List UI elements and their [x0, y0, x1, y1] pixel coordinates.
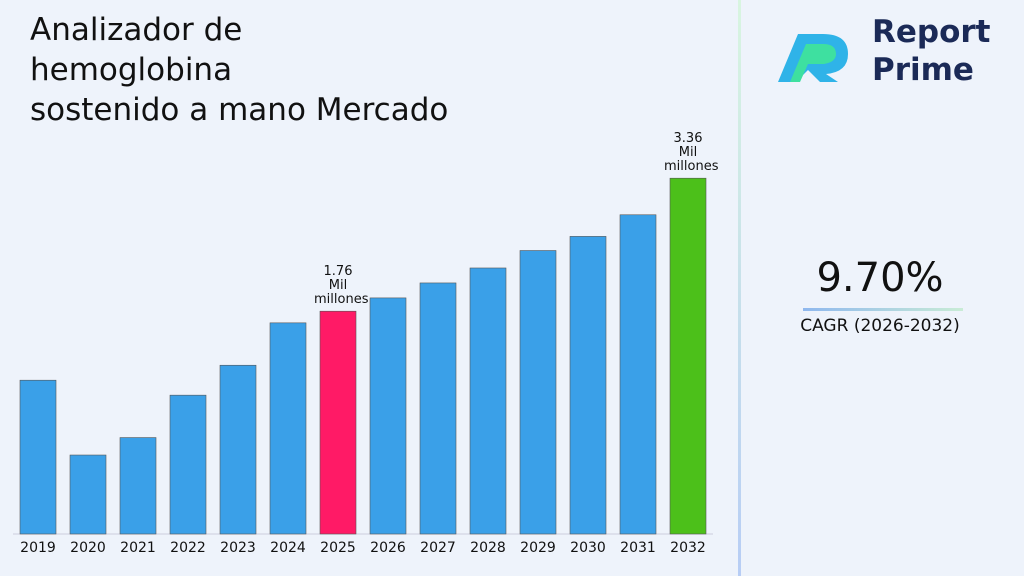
x-tick-label: 2026	[370, 540, 406, 556]
brand-line: Report	[872, 14, 991, 50]
logo-icon	[778, 34, 848, 82]
bar	[519, 250, 557, 535]
cagr-value: 9.70%	[816, 255, 944, 301]
data-label: 3.36 Mil millones	[664, 131, 719, 175]
data-label: 1.76 Mil millones	[314, 264, 369, 308]
title-line: hemoglobina	[30, 52, 233, 88]
x-tick-label: 2029	[520, 540, 556, 556]
x-tick-label: 2032	[670, 540, 706, 556]
bar	[19, 379, 57, 535]
x-tick-label: 2030	[570, 540, 606, 556]
x-tick-label: 2028	[470, 540, 506, 556]
x-tick-label: 2023	[220, 540, 256, 556]
title-line: Analizador de	[30, 12, 243, 48]
chart	[13, 177, 713, 535]
brand-line: Prime	[872, 52, 974, 88]
bar	[69, 454, 107, 535]
bar	[419, 282, 457, 535]
bar	[119, 437, 157, 535]
bar	[669, 177, 707, 535]
bar	[169, 394, 207, 535]
x-tick-label: 2020	[70, 540, 106, 556]
x-tick-label: 2022	[170, 540, 206, 556]
x-tick-label: 2025	[320, 540, 356, 556]
cagr-label: CAGR (2026-2032)	[800, 316, 960, 336]
divider	[738, 0, 741, 576]
bar	[619, 214, 657, 535]
cagr-underline	[803, 308, 963, 311]
x-tick-label: 2021	[120, 540, 156, 556]
bar	[569, 236, 607, 535]
bar	[319, 310, 357, 535]
bar	[269, 322, 307, 535]
x-tick-label: 2027	[420, 540, 456, 556]
x-tick-label: 2031	[620, 540, 656, 556]
title-line: sostenido a mano Mercado	[30, 92, 449, 128]
bar	[219, 364, 257, 535]
x-tick-label: 2024	[270, 540, 306, 556]
x-tick-label: 2019	[20, 540, 56, 556]
bar	[469, 267, 507, 535]
bar	[369, 297, 407, 535]
